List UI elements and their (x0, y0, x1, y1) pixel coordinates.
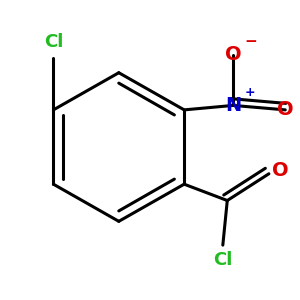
Text: Cl: Cl (213, 251, 233, 269)
Text: O: O (225, 45, 242, 64)
Text: N: N (225, 96, 241, 115)
Text: +: + (244, 85, 255, 98)
Text: O: O (272, 161, 289, 180)
Text: O: O (277, 100, 293, 119)
Text: Cl: Cl (44, 32, 63, 50)
Text: −: − (244, 34, 257, 49)
